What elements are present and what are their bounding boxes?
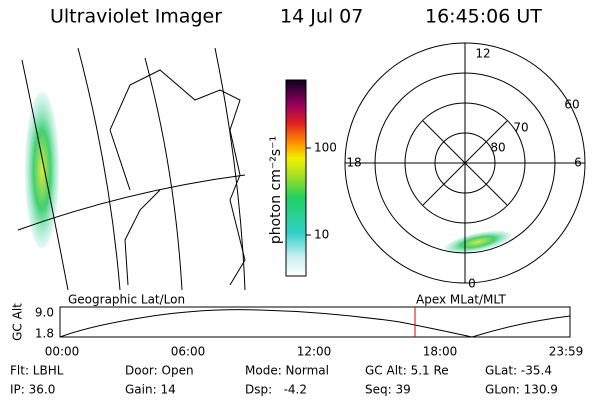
x-tick-label: 00:00 (45, 345, 80, 359)
title: Ultraviolet Imager (50, 6, 222, 28)
x-tick-label: 12:00 (297, 345, 332, 359)
y-tick-label: 1.8 (35, 327, 54, 341)
status-field: Dsp: -4.2 (245, 383, 307, 397)
timeline-right-label: Apex MLat/MLT (416, 293, 506, 307)
status-field: Mode: Normal (245, 364, 329, 378)
time: 16:45:06 UT (425, 6, 542, 28)
x-tick-label: 18:00 (423, 345, 458, 359)
lat-label: 70 (513, 121, 528, 135)
date: 14 Jul 07 (280, 6, 363, 28)
colorbar-label: photon cm⁻²s⁻¹ (268, 136, 284, 244)
status-field: Door: Open (125, 364, 194, 378)
timeline-left-label: Geographic Lat/Lon (68, 293, 185, 307)
status-field: Seq: 39 (365, 383, 411, 397)
mlt-label: 18 (346, 156, 361, 170)
polar-plot (344, 42, 586, 284)
aurora (444, 230, 512, 254)
mlt-label: 12 (475, 47, 490, 61)
colorbar-tick-label: 100 (314, 141, 337, 155)
lat-label: 80 (490, 141, 505, 155)
y-axis-label: GC Alt (11, 303, 25, 341)
status-field: Flt: LBHL (10, 364, 64, 378)
status-field: IP: 36.0 (10, 383, 55, 397)
x-tick-label: 06:00 (171, 345, 206, 359)
status-field: GLat: -35.4 (485, 364, 552, 378)
mlt-label: 6 (574, 156, 582, 170)
lat-label: 60 (564, 98, 579, 112)
mlt-label: 0 (468, 277, 476, 291)
aurora (25, 92, 59, 248)
status-field: GLon: 130.9 (485, 383, 558, 397)
geographic-map (17, 47, 246, 291)
timeline-box (59, 306, 571, 338)
y-tick-label: 9.0 (35, 306, 54, 320)
status-field: Gain: 14 (125, 383, 176, 397)
altitude-curve (59, 309, 571, 338)
colorbar (285, 79, 307, 277)
status-field: GC Alt: 5.1 Re (365, 364, 449, 378)
colorbar-tick-label: 10 (314, 228, 329, 242)
x-tick-label: 23:59 (549, 345, 584, 359)
